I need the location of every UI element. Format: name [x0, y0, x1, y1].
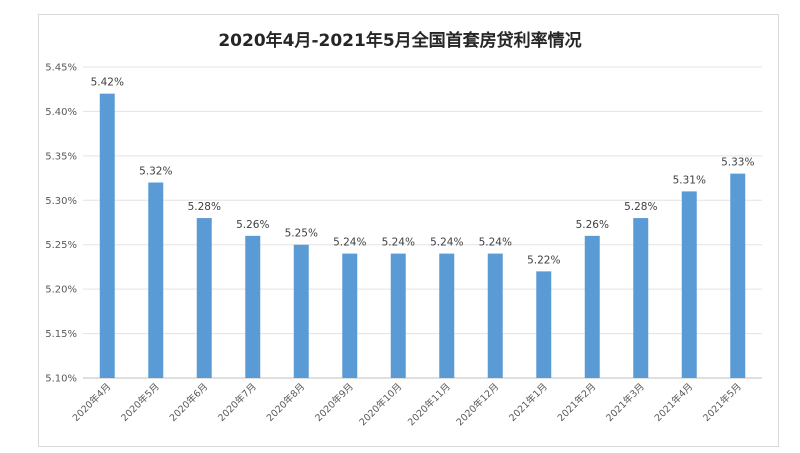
y-tick-label: 5.45% — [45, 63, 77, 74]
bar — [293, 244, 309, 378]
x-tick-label: 2020年6月 — [167, 381, 210, 424]
x-axis-labels: 2020年4月 2020年5月 2020年6月 2020年7月 2020年8月 2020年… — [70, 381, 744, 429]
data-label: 5.24% — [479, 237, 512, 249]
x-tick-label: 2021年2月 — [555, 381, 598, 424]
data-label: 5.31% — [673, 174, 706, 186]
x-tick-label: 2020年12月 — [454, 381, 502, 429]
x-tick-label: 2020年8月 — [264, 381, 307, 424]
x-tick-label: 2021年3月 — [604, 381, 647, 424]
data-labels: 5.42% 5.32% 5.28% 5.26% 5.25% 5.24% 5.24% 5.24%… — [91, 77, 755, 267]
x-tick-label: 2021年1月 — [507, 381, 550, 424]
x-tick-label: 2020年9月 — [313, 381, 356, 424]
bar — [196, 218, 212, 378]
y-tick-label: 5.10% — [45, 374, 77, 385]
data-label: 5.32% — [139, 166, 172, 178]
bar — [681, 191, 697, 378]
data-label: 5.24% — [430, 237, 463, 249]
data-label: 5.24% — [382, 237, 415, 249]
bars — [99, 93, 746, 379]
data-label: 5.24% — [333, 237, 366, 249]
y-tick-label: 5.15% — [45, 329, 77, 340]
bar — [245, 235, 261, 378]
bar — [390, 253, 406, 378]
chart-title: 2020年4月-2021年5月全国首套房贷利率情况 — [218, 31, 582, 51]
bar — [633, 218, 649, 378]
bar — [487, 253, 503, 378]
data-label: 5.25% — [285, 228, 318, 240]
x-tick-label: 2021年4月 — [652, 381, 695, 424]
bar — [730, 173, 746, 378]
data-label: 5.22% — [527, 254, 560, 266]
y-tick-label: 5.25% — [45, 240, 77, 251]
bar — [439, 253, 455, 378]
x-tick-label: 2020年7月 — [216, 381, 259, 424]
x-tick-label: 2020年4月 — [70, 381, 113, 424]
y-tick-label: 5.35% — [45, 151, 77, 162]
gridlines — [83, 66, 762, 379]
bar — [99, 93, 115, 379]
data-label: 5.28% — [188, 201, 221, 213]
data-label: 5.26% — [236, 219, 269, 231]
x-tick-label: 2020年5月 — [119, 381, 162, 424]
x-tick-label: 2020年10月 — [357, 381, 405, 429]
y-tick-label: 5.20% — [45, 285, 77, 296]
bar — [584, 235, 600, 378]
y-tick-label: 5.30% — [45, 196, 77, 207]
data-label: 5.28% — [624, 201, 657, 213]
bar — [342, 253, 358, 378]
bar — [148, 182, 164, 378]
x-tick-label: 2020年11月 — [405, 381, 453, 429]
data-label: 5.42% — [91, 77, 124, 89]
x-tick-label: 2021年5月 — [701, 381, 744, 424]
bar — [536, 271, 552, 378]
data-label: 5.26% — [576, 219, 609, 231]
y-tick-label: 5.40% — [45, 107, 77, 118]
y-axis-ticks: 5.45% 5.40% 5.35% 5.30% 5.25% 5.20% 5.15% 5.10% — [45, 63, 77, 385]
data-label: 5.33% — [721, 157, 754, 169]
